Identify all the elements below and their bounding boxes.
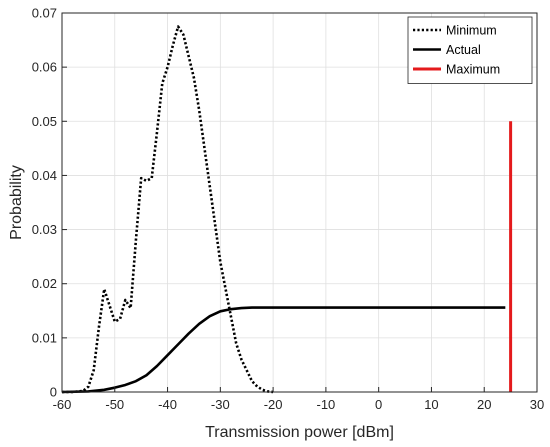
x-tick-label: 30 bbox=[530, 397, 544, 412]
legend-label-minimum: Minimum bbox=[446, 24, 497, 38]
legend-label-actual: Actual bbox=[446, 43, 481, 57]
y-tick-label: 0.05 bbox=[32, 114, 57, 129]
series-layer bbox=[61, 25, 513, 394]
y-axis-title: Probability bbox=[8, 165, 25, 240]
legend-label-maximum: Maximum bbox=[446, 63, 500, 77]
y-tick-label: 0.02 bbox=[32, 276, 57, 291]
series-line-minimum bbox=[62, 25, 274, 394]
x-tick-label: -50 bbox=[105, 397, 124, 412]
y-axis-ticks: 0 0.01 0.02 0.03 0.04 0.05 0.06 0.07 bbox=[32, 6, 67, 400]
x-tick-label: 0 bbox=[375, 397, 382, 412]
x-tick-label: 10 bbox=[424, 397, 438, 412]
x-tick-label: -10 bbox=[316, 397, 335, 412]
y-tick-label: 0.04 bbox=[32, 168, 57, 183]
y-tick-label: 0.07 bbox=[32, 6, 57, 21]
x-axis-ticks: -60 -50 -40 -30 -20 -10 0 10 20 30 bbox=[53, 387, 544, 412]
x-tick-label: -20 bbox=[264, 397, 283, 412]
series-line-actual bbox=[61, 306, 506, 394]
y-tick-label: 0 bbox=[50, 385, 57, 400]
x-tick-label: -40 bbox=[158, 397, 177, 412]
y-tick-label: 0.03 bbox=[32, 222, 57, 237]
legend: Minimum Actual Maximum bbox=[407, 16, 533, 84]
y-tick-label: 0.01 bbox=[32, 330, 57, 345]
x-tick-label: -60 bbox=[53, 397, 72, 412]
x-axis-title: Transmission power [dBm] bbox=[205, 424, 394, 441]
x-tick-label: -30 bbox=[211, 397, 230, 412]
plot-frame bbox=[61, 12, 538, 393]
x-tick-label: 20 bbox=[477, 397, 491, 412]
y-tick-label: 0.06 bbox=[32, 60, 57, 75]
